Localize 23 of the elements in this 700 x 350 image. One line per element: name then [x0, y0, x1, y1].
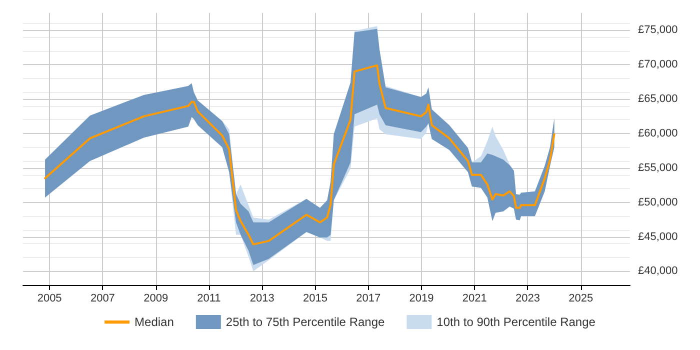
x-tick-label: 2025 — [568, 292, 594, 304]
x-tick-label: 2023 — [515, 292, 540, 304]
y-tick-label: £75,000 — [638, 24, 678, 36]
legend-label: Median — [134, 315, 174, 329]
x-tick-label: 2009 — [144, 292, 168, 304]
x-tick-label: 2017 — [356, 292, 381, 304]
x-tick-label: 2007 — [90, 292, 115, 304]
x-tick-label: 2021 — [462, 292, 487, 304]
x-tick-label: 2011 — [197, 292, 221, 304]
x-tick-label: 2013 — [250, 292, 274, 304]
legend-label: 10th to 90th Percentile Range — [436, 315, 596, 329]
y-tick-label: £50,000 — [638, 196, 678, 208]
y-tick-label: £45,000 — [638, 230, 678, 243]
y-tick-label: £60,000 — [638, 128, 678, 140]
x-tick-label: 2015 — [302, 292, 328, 304]
legend-label: 25th to 75th Percentile Range — [226, 315, 386, 329]
x-tick-label: 2019 — [409, 292, 434, 304]
y-tick-label: £65,000 — [638, 93, 678, 106]
line-series — [44, 64, 556, 246]
y-tick-label: £55,000 — [638, 162, 678, 174]
y-tick-label: £40,000 — [638, 265, 678, 278]
y-tick-label: £70,000 — [638, 58, 678, 71]
x-tick-label: 2005 — [37, 292, 62, 304]
